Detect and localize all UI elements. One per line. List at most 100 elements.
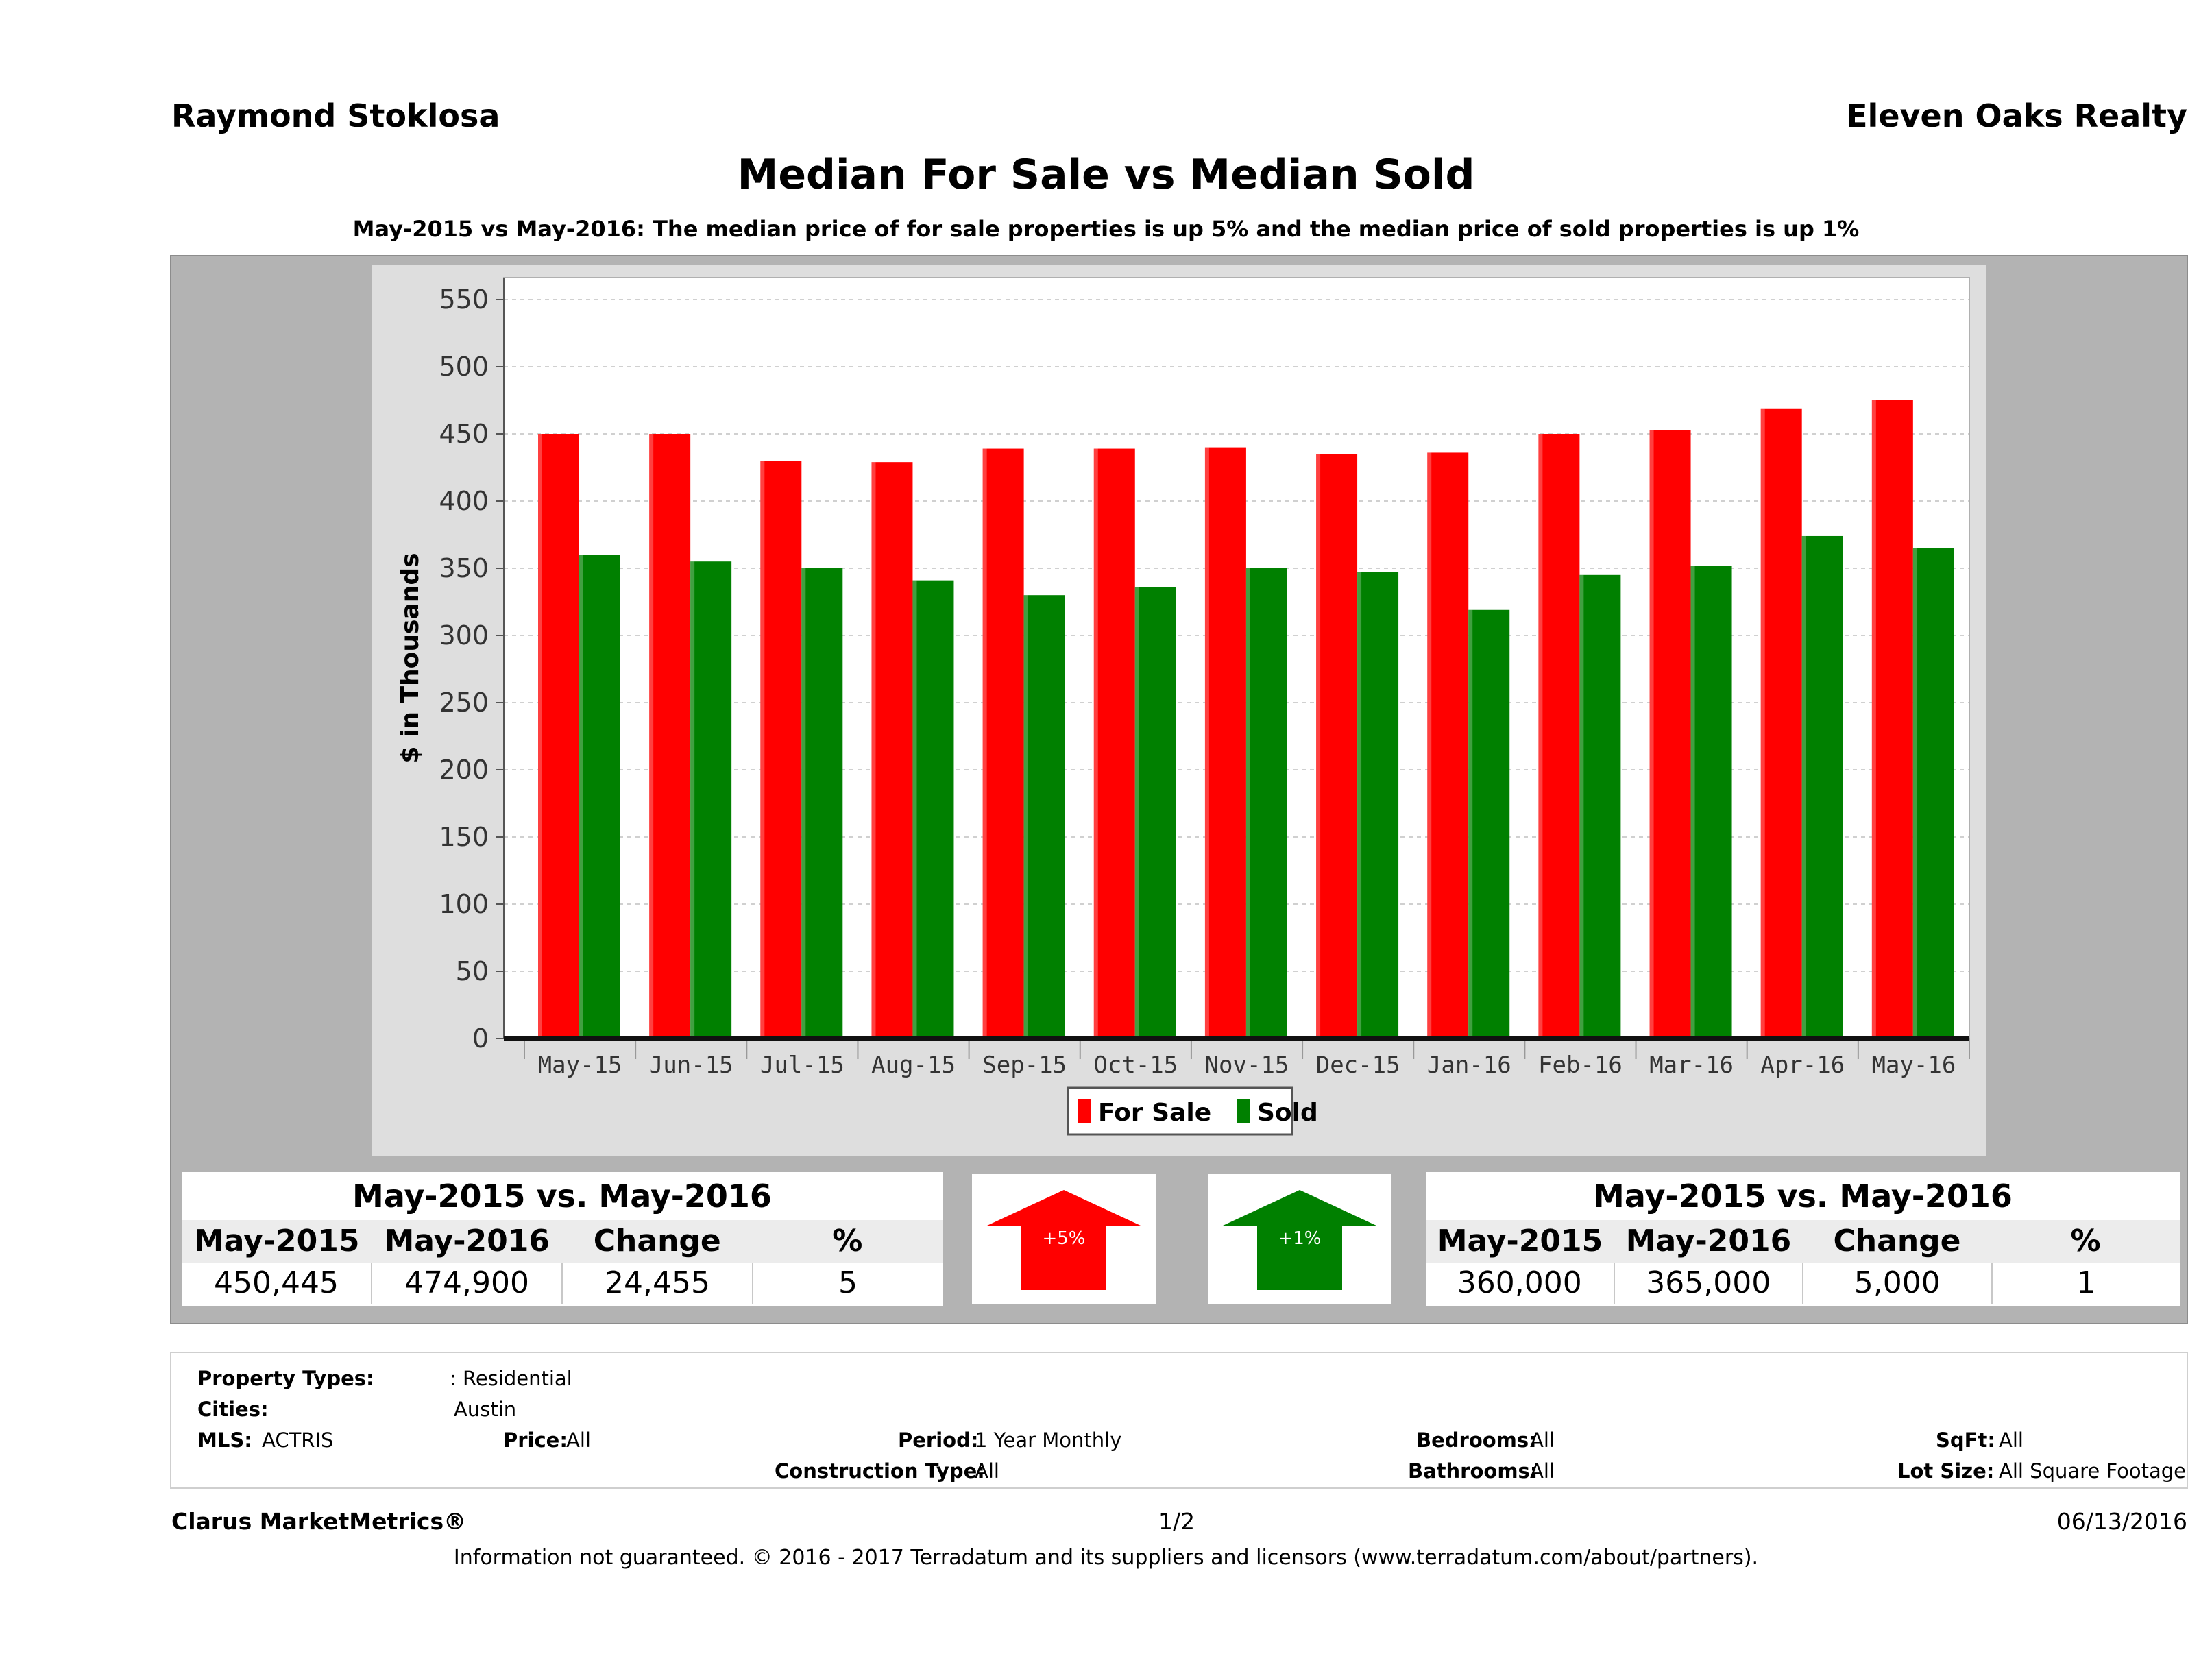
bar-highlight	[1538, 434, 1543, 1038]
bar-sold	[912, 580, 954, 1038]
cities-value: Austin	[454, 1398, 517, 1421]
bar-chart: 0 50 100 150 200 250 300 350 400 450 500 550 May-15 J…	[396, 277, 1970, 1136]
bar-highlight	[1760, 408, 1765, 1038]
bar-for-sale	[1204, 447, 1246, 1038]
company-name: Eleven Oaks Realty	[1846, 97, 2187, 134]
bathrooms-value: All	[1530, 1459, 1555, 1483]
price-label: Price:	[503, 1428, 568, 1452]
bar-highlight	[649, 434, 654, 1038]
lot-size-label: Lot Size:	[1897, 1459, 1995, 1483]
sold-stats-heading: May-2015 vs. May-2016	[1593, 1178, 2013, 1215]
bar-highlight	[1316, 454, 1321, 1038]
mls-value: ACTRIS	[262, 1428, 334, 1452]
bar-sold	[1245, 568, 1287, 1038]
y-tick-label: 50	[456, 956, 489, 986]
sold-col-header: Change	[1833, 1224, 1961, 1258]
price-value: All	[566, 1428, 591, 1452]
sold-col-header: May-2015	[1437, 1224, 1603, 1258]
bar-sold	[579, 555, 620, 1038]
legend-label: For Sale	[1098, 1099, 1211, 1127]
bar-highlight	[1204, 447, 1209, 1038]
x-tick-label: Nov-15	[1205, 1051, 1289, 1079]
bar-highlight	[1690, 566, 1695, 1038]
for-sale-stats-value-row: 450,445 474,900 24,455 5	[182, 1263, 943, 1304]
bar-for-sale	[538, 434, 579, 1038]
mls-label: MLS:	[197, 1428, 252, 1452]
page-subtitle: May-2015 vs May-2016: The median price o…	[352, 216, 1860, 242]
y-axis-label: $ in Thousands	[396, 552, 424, 763]
bar-for-sale	[1427, 452, 1469, 1038]
bar-highlight	[1357, 572, 1362, 1038]
bar-highlight	[801, 568, 806, 1038]
report-date: 06/13/2016	[2056, 1508, 2187, 1535]
for-sale-value: 474,900	[372, 1263, 563, 1304]
y-tick-label: 400	[439, 486, 489, 516]
x-tick-label: Aug-15	[871, 1051, 956, 1079]
bar-highlight	[1093, 448, 1098, 1038]
x-tick-label: Dec-15	[1316, 1051, 1400, 1079]
bar-for-sale	[1093, 448, 1135, 1038]
sold-stats-table: May-2015 vs. May-2016 May-2015 May-2016 …	[1426, 1172, 2180, 1306]
property-types-label: Property Types:	[197, 1367, 374, 1390]
bar-highlight	[760, 461, 765, 1038]
bar-sold	[1134, 587, 1176, 1038]
up-arrow-icon	[1223, 1190, 1376, 1290]
bar-highlight	[1245, 568, 1250, 1038]
sold-value: 360,000	[1426, 1263, 1615, 1304]
for-sale-stats-header-row: May-2015 May-2016 Change %	[182, 1220, 943, 1263]
y-tick-label: 450	[439, 419, 489, 449]
x-tick-label: Oct-15	[1093, 1051, 1178, 1079]
bedrooms-label: Bedrooms:	[1416, 1428, 1537, 1452]
y-tick-label: 350	[439, 553, 489, 583]
x-tick-label: Jan-16	[1427, 1051, 1511, 1079]
y-tick-label: 150	[439, 822, 489, 852]
bar-highlight	[1649, 430, 1654, 1038]
for-sale-col-header: Change	[593, 1224, 721, 1258]
y-tick-label: 0	[472, 1023, 489, 1054]
bar-for-sale	[871, 462, 913, 1038]
y-tick-label: 500	[439, 352, 489, 382]
for-sale-col-header: May-2015	[193, 1224, 360, 1258]
y-tick-label: 100	[439, 889, 489, 919]
sold-stats-header-row: May-2015 May-2016 Change %	[1426, 1220, 2180, 1263]
for-sale-col-header: May-2016	[384, 1224, 550, 1258]
x-tick-label: May-16	[1872, 1051, 1956, 1079]
sold-change-badge: +1%	[1278, 1228, 1322, 1249]
x-tick-label: Mar-16	[1649, 1051, 1734, 1079]
bar-sold	[1468, 609, 1510, 1038]
bar-highlight	[1912, 548, 1917, 1038]
lot-size-value: All Square Footage	[1999, 1459, 2187, 1483]
construction-type-value: All	[975, 1459, 999, 1483]
for-sale-value: 24,455	[563, 1263, 753, 1304]
period-value: 1 Year Monthly	[975, 1428, 1122, 1452]
y-tick-label: 300	[439, 620, 489, 650]
bar-highlight	[912, 580, 917, 1038]
bar-sold	[1023, 595, 1065, 1038]
bar-highlight	[690, 561, 695, 1038]
bar-sold	[1801, 535, 1843, 1038]
bar-highlight	[871, 462, 876, 1038]
bar-sold	[1690, 566, 1732, 1038]
bar-highlight	[1134, 587, 1139, 1038]
x-tick-label: Apr-16	[1760, 1051, 1845, 1079]
bar-highlight	[1023, 595, 1028, 1038]
bar-for-sale	[1871, 400, 1913, 1038]
period-label: Period:	[898, 1428, 979, 1452]
legend-label: Sold	[1257, 1099, 1318, 1127]
sold-value: 365,000	[1615, 1263, 1803, 1304]
bar-for-sale	[1649, 430, 1691, 1038]
sold-change-indicator: +1%	[1208, 1174, 1391, 1304]
x-tick-label: Jul-15	[760, 1051, 844, 1079]
x-tick-label: Sep-15	[982, 1051, 1067, 1079]
bar-for-sale	[649, 434, 691, 1038]
bar-highlight	[982, 448, 987, 1038]
bedrooms-value: All	[1530, 1428, 1555, 1452]
sold-value: 1	[2076, 1265, 2096, 1300]
for-sale-stats-table: May-2015 vs. May-2016 May-2015 May-2016 …	[182, 1172, 943, 1306]
bar-sold	[690, 561, 732, 1038]
x-tick-label: Jun-15	[649, 1051, 733, 1079]
bar-sold	[1912, 548, 1954, 1038]
y-tick-label: 250	[439, 688, 489, 718]
sold-col-header: May-2016	[1625, 1224, 1792, 1258]
for-sale-value: 450,445	[182, 1263, 372, 1304]
